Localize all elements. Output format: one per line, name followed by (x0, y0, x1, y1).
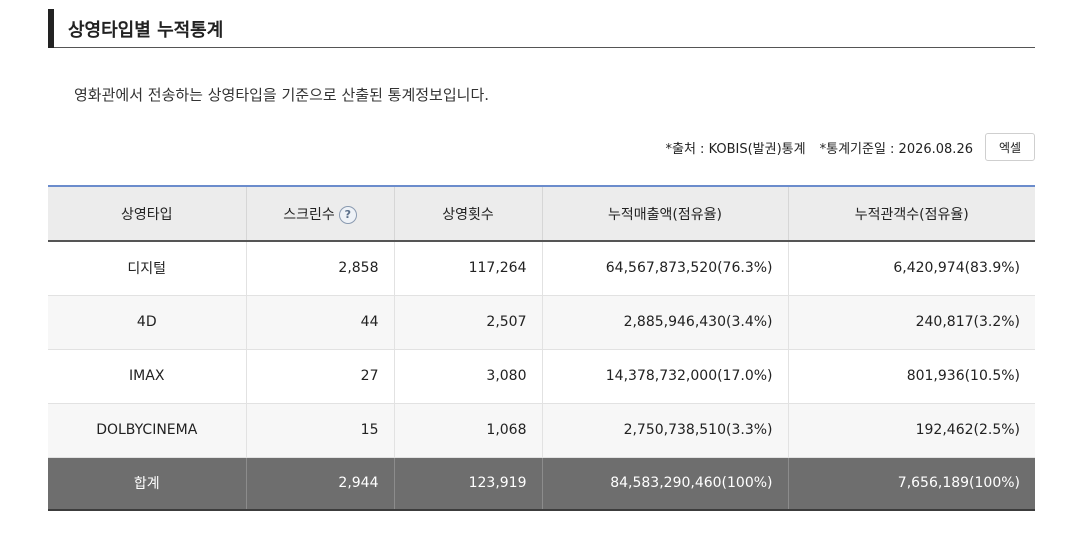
cell-shows: 2,507 (393, 295, 542, 350)
column-header-shows: 상영횟수 (393, 185, 542, 242)
cell-audience: 192,462(2.5%) (787, 403, 1035, 458)
total-label: 합계 (48, 457, 246, 511)
table-row: DOLBYCINEMA 15 1,068 2,750,738,510(3.3%)… (48, 403, 1035, 458)
cell-screens: 44 (245, 295, 394, 350)
table-total-row: 합계 2,944 123,919 84,583,290,460(100%) 7,… (48, 457, 1035, 511)
total-revenue: 84,583,290,460(100%) (541, 457, 788, 511)
section-description: 영화관에서 전송하는 상영타입을 기준으로 산출된 통계정보입니다. (74, 86, 490, 104)
cell-screens: 15 (245, 403, 394, 458)
table-row: 디지털 2,858 117,264 64,567,873,520(76.3%) … (48, 241, 1035, 296)
cell-shows: 1,068 (393, 403, 542, 458)
cell-audience: 801,936(10.5%) (787, 349, 1035, 404)
column-header-screening-type: 상영타입 (48, 185, 246, 242)
cell-shows: 117,264 (393, 241, 542, 296)
base-date-label: *통계기준일 : 2026.08.26 (819, 142, 973, 157)
table-row: IMAX 27 3,080 14,378,732,000(17.0%) 801,… (48, 349, 1035, 404)
question-mark-circle-icon[interactable]: ? (338, 205, 357, 224)
table-header-row: 상영타입 스크린수? 상영횟수 누적매출액(점유율) 누적관객수(점유율) (48, 185, 1035, 242)
total-audience: 7,656,189(100%) (787, 457, 1035, 511)
excel-download-button[interactable]: 엑셀 (985, 133, 1035, 161)
cell-revenue: 2,885,946,430(3.4%) (541, 295, 788, 350)
column-header-screens-label: 스크린수 (283, 206, 335, 223)
column-header-screens: 스크린수? (245, 185, 394, 242)
cell-screening-type: 디지털 (48, 241, 246, 296)
cell-revenue: 14,378,732,000(17.0%) (541, 349, 788, 404)
cell-revenue: 64,567,873,520(76.3%) (541, 241, 788, 296)
cell-shows: 3,080 (393, 349, 542, 404)
column-header-revenue: 누적매출액(점유율) (541, 185, 788, 242)
total-screens: 2,944 (245, 457, 394, 511)
source-label: *출처 : KOBIS(발권)통계 (665, 142, 806, 157)
cell-screening-type: IMAX (48, 349, 246, 404)
section-header: 상영타입별 누적통계 (48, 9, 1035, 48)
table-row: 4D 44 2,507 2,885,946,430(3.4%) 240,817(… (48, 295, 1035, 350)
stats-meta: *출처 : KOBIS(발권)통계 *통계기준일 : 2026.08.26 (666, 138, 974, 157)
cell-revenue: 2,750,738,510(3.3%) (541, 403, 788, 458)
column-header-audience: 누적관객수(점유율) (787, 185, 1035, 242)
total-shows: 123,919 (393, 457, 542, 511)
cell-audience: 6,420,974(83.9%) (787, 241, 1035, 296)
screening-type-stats-table: 상영타입 스크린수? 상영횟수 누적매출액(점유율) 누적관객수(점유율) 디지… (48, 185, 1035, 511)
cell-screening-type: DOLBYCINEMA (48, 403, 246, 458)
cell-screening-type: 4D (48, 295, 246, 350)
section-title: 상영타입별 누적통계 (68, 20, 224, 41)
cell-screens: 2,858 (245, 241, 394, 296)
cell-screens: 27 (245, 349, 394, 404)
cell-audience: 240,817(3.2%) (787, 295, 1035, 350)
title-accent-bar (48, 9, 54, 48)
